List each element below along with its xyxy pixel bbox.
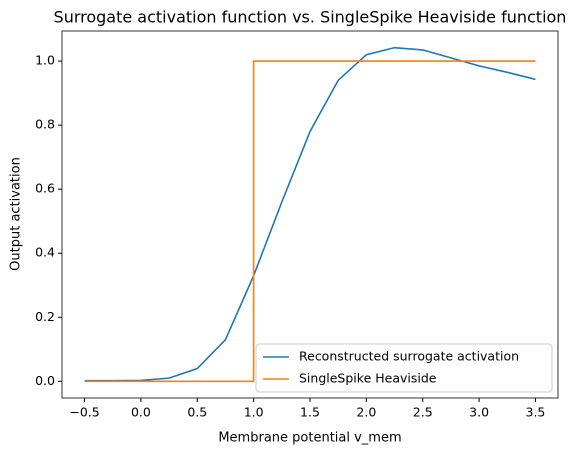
x-tick-label: 1.5: [300, 405, 320, 420]
y-tick-label: 0.6: [35, 181, 55, 196]
x-tick-label: 2.5: [413, 405, 433, 420]
x-tick-label: 3.5: [526, 405, 546, 420]
legend: Reconstructed surrogate activation Single…: [255, 343, 553, 393]
y-tick-label: 0.2: [35, 309, 55, 324]
x-tick-label: 0.0: [131, 405, 151, 420]
y-tick-label: 0.8: [35, 117, 55, 132]
x-tick-label: −0.5: [69, 405, 99, 420]
series-line: [84, 46, 536, 382]
legend-box: [255, 343, 553, 393]
series-line: [84, 60, 536, 383]
y-tick-label: 0.4: [35, 245, 55, 260]
x-tick-label: 1.0: [244, 405, 264, 420]
x-tick-label: 3.0: [469, 405, 489, 420]
axes-frame: [61, 30, 559, 399]
y-tick-label: 0.0: [35, 373, 55, 388]
x-axis-label: Membrane potential v_mem: [218, 431, 401, 446]
x-tick-label: 0.5: [187, 405, 207, 420]
legend-label: Reconstructed surrogate activation: [299, 349, 519, 364]
legend-label: SingleSpike Heaviside: [299, 371, 437, 386]
x-tick-label: 2.0: [356, 405, 376, 420]
y-tick-label: 1.0: [35, 53, 55, 68]
chart-title: Surrogate activation function vs. Single…: [54, 8, 567, 27]
y-axis-label: Output activation: [9, 157, 24, 271]
